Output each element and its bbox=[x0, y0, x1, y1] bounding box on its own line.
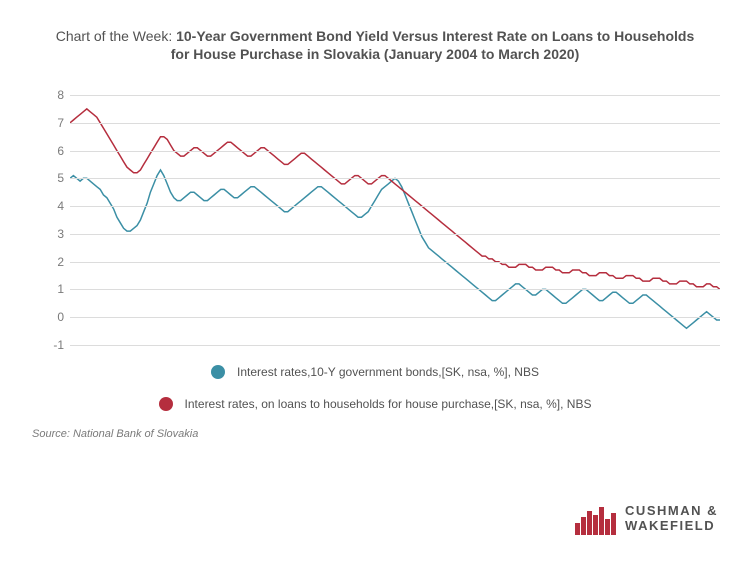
legend-dot-bonds bbox=[211, 365, 225, 379]
chart-title: Chart of the Week: 10-Year Government Bo… bbox=[0, 0, 750, 64]
y-tick-label: 6 bbox=[40, 144, 64, 158]
legend-label-bonds: Interest rates,10-Y government bonds,[SK… bbox=[237, 365, 539, 379]
y-tick-label: 0 bbox=[40, 310, 64, 324]
gridline bbox=[70, 151, 720, 152]
chart-lines-svg bbox=[70, 95, 720, 345]
y-tick-label: 4 bbox=[40, 199, 64, 213]
gridline bbox=[70, 206, 720, 207]
title-prefix: Chart of the Week: bbox=[56, 28, 176, 44]
legend-dot-loans bbox=[159, 397, 173, 411]
gridline bbox=[70, 95, 720, 96]
chart-legend: Interest rates,10-Y government bonds,[SK… bbox=[0, 365, 750, 429]
brand-text: CUSHMAN & WAKEFIELD bbox=[625, 504, 718, 534]
y-tick-label: 2 bbox=[40, 255, 64, 269]
y-tick-label: -1 bbox=[40, 338, 64, 352]
brand-icon bbox=[575, 503, 617, 535]
title-main-2: for House Purchase in Slovakia (January … bbox=[171, 46, 580, 62]
y-tick-label: 5 bbox=[40, 171, 64, 185]
line-bonds bbox=[70, 170, 720, 328]
brand-line2: WAKEFIELD bbox=[625, 519, 718, 534]
gridline bbox=[70, 123, 720, 124]
title-main-1: 10-Year Government Bond Yield Versus Int… bbox=[176, 28, 694, 44]
brand-logo: CUSHMAN & WAKEFIELD bbox=[575, 503, 718, 535]
y-tick-label: 3 bbox=[40, 227, 64, 241]
chart-plot-area: -1012345678 bbox=[40, 95, 720, 345]
gridline bbox=[70, 262, 720, 263]
source-note: Source: National Bank of Slovakia bbox=[32, 428, 198, 440]
gridline bbox=[70, 178, 720, 179]
legend-row-loans: Interest rates, on loans to households f… bbox=[0, 397, 750, 411]
y-tick-label: 8 bbox=[40, 88, 64, 102]
legend-label-loans: Interest rates, on loans to households f… bbox=[185, 397, 592, 411]
y-tick-label: 7 bbox=[40, 116, 64, 130]
brand-line1: CUSHMAN & bbox=[625, 504, 718, 519]
gridline bbox=[70, 317, 720, 318]
gridline bbox=[70, 234, 720, 235]
y-tick-label: 1 bbox=[40, 282, 64, 296]
gridline bbox=[70, 345, 720, 346]
legend-row-bonds: Interest rates,10-Y government bonds,[SK… bbox=[0, 365, 750, 379]
gridline bbox=[70, 289, 720, 290]
